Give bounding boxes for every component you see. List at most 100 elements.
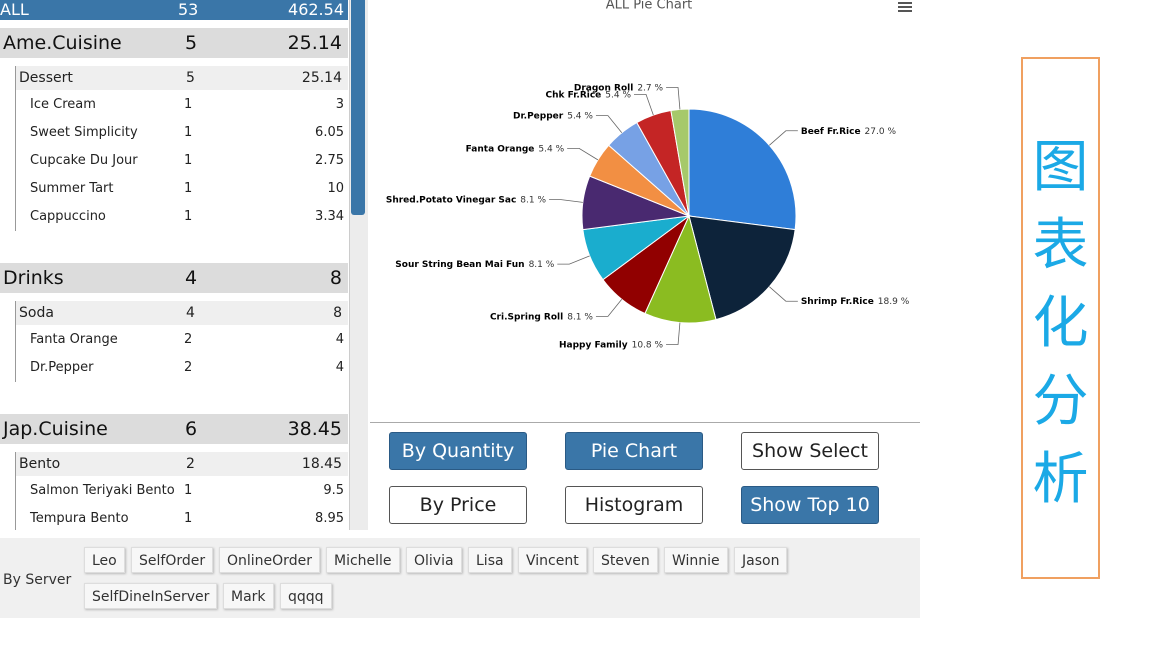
connector: [769, 130, 798, 146]
subgroup-qty: 4: [186, 305, 195, 321]
slice-value: 8.1 %: [520, 195, 546, 205]
name-cell: Sweet Simplicity: [30, 125, 138, 140]
item-row[interactable]: Fanta Orange 2 4: [0, 326, 348, 354]
subgroup-row[interactable]: Bento 2 18.45: [15, 452, 348, 476]
slice-value: 5.4 %: [567, 111, 593, 121]
price-cell: 4: [335, 332, 344, 347]
toggle-button[interactable]: Histogram: [565, 486, 703, 524]
name-cell: Cupcake Du Jour: [30, 153, 138, 168]
server-button[interactable]: Olivia: [406, 547, 462, 573]
slice-label: Happy Family 10.8 %: [559, 340, 664, 350]
item-row[interactable]: Cappuccino 1 3.34: [0, 203, 348, 231]
group-qty: 6: [185, 418, 198, 440]
qty-cell: 2: [184, 332, 193, 347]
connector: [567, 147, 599, 161]
group-row[interactable]: Jap.Cuisine 6 38.45: [0, 414, 348, 444]
slice-label: Sour String Bean Mai Fun 8.1 %: [395, 260, 554, 270]
server-button[interactable]: Jason: [734, 547, 788, 573]
group-row[interactable]: Ame.Cuisine 5 25.14: [0, 28, 348, 58]
slice-label: Dr.Pepper 5.4 %: [513, 111, 593, 121]
pie-slice: [644, 214, 717, 324]
toggle-button[interactable]: Show Select: [741, 432, 879, 470]
pie-chart: ALL Pie Chart Beef Fr.Rice 27.0 % Shrimp F…: [386, 0, 912, 350]
item-row[interactable]: Sweet Simplicity 1 6.05: [0, 119, 348, 147]
item-row[interactable]: Dr.Pepper 2 4: [0, 354, 348, 382]
pie-slice: [688, 108, 797, 231]
price-cell: 8.95: [315, 511, 344, 526]
slice-name: Fanta Orange: [466, 144, 535, 154]
server-button[interactable]: SelfDineInServer: [84, 583, 218, 609]
name-cell: Salmon Teriyaki Bento: [30, 483, 175, 498]
server-button[interactable]: Winnie: [664, 547, 728, 573]
slice-name: Happy Family: [559, 340, 628, 350]
slice-name: Shrimp Fr.Rice: [801, 297, 874, 307]
slice-value: 5.4 %: [605, 90, 631, 100]
toggle-button[interactable]: Show Top 10: [741, 486, 879, 524]
subgroup-name: Soda: [19, 305, 54, 321]
server-button[interactable]: SelfOrder: [131, 547, 214, 573]
group-name: Jap.Cuisine: [3, 418, 108, 440]
subgroup-row[interactable]: Dessert 5 25.14: [15, 66, 348, 90]
qty-cell: 1: [184, 209, 193, 224]
server-button[interactable]: Lisa: [468, 547, 512, 573]
server-button[interactable]: Steven: [593, 547, 658, 573]
qty-cell: 2: [184, 360, 193, 375]
item-row[interactable]: Cupcake Du Jour 1 2.75: [0, 147, 348, 175]
server-button[interactable]: Vincent: [518, 547, 587, 573]
side-title: 图表化分析: [1032, 135, 1089, 512]
price-cell: 2.75: [315, 153, 344, 168]
subgroup-row[interactable]: Soda 4 8: [15, 301, 348, 325]
group-name: Ame.Cuisine: [3, 32, 122, 54]
menu-icon[interactable]: [898, 2, 912, 12]
server-button[interactable]: Leo: [84, 547, 125, 573]
group-price: 25.14: [287, 32, 342, 54]
slice-label: Shred.Potato Vinegar Sac 8.1 %: [386, 195, 547, 205]
group-row[interactable]: Drinks 4 8: [0, 263, 348, 293]
slice-name: Chk Fr.Rice: [546, 90, 602, 100]
server-button[interactable]: Michelle: [326, 547, 400, 573]
connector: [666, 87, 681, 110]
chart-title: ALL Pie Chart: [606, 0, 693, 13]
qty-cell: 1: [184, 181, 193, 196]
side-title-box: 图表化分析: [1021, 57, 1100, 579]
item-row[interactable]: Tempura Bento 1 8.95: [0, 505, 348, 530]
toggle-button[interactable]: Pie Chart: [565, 432, 703, 470]
qty-cell: 53: [178, 0, 199, 19]
subgroup-price: 25.14: [301, 70, 342, 86]
group-qty: 5: [185, 32, 198, 54]
header-row[interactable]: ALL 53 462.54: [0, 0, 348, 20]
slice-name: Dr.Pepper: [513, 111, 564, 121]
name-cell: Tempura Bento: [30, 511, 129, 526]
server-button[interactable]: Mark: [223, 583, 274, 609]
subgroup-qty: 5: [186, 70, 195, 86]
item-row[interactable]: Ice Cream 1 3: [0, 91, 348, 119]
price-cell: 4: [335, 360, 344, 375]
toggle-button[interactable]: By Price: [389, 486, 527, 524]
summary-table: ALL 53 462.54 Ame.Cuisine 5 25.14 Dessert 5 25.1…: [0, 0, 348, 530]
slice-value: 10.8 %: [632, 340, 664, 350]
qty-cell: 1: [184, 511, 193, 526]
slice-name: Cri.Spring Roll: [490, 312, 563, 322]
scroll-thumb[interactable]: [351, 0, 365, 215]
name-cell: Fanta Orange: [30, 332, 118, 347]
connector: [595, 298, 623, 317]
toggle-button[interactable]: By Quantity: [389, 432, 527, 470]
server-button[interactable]: qqqq: [280, 583, 332, 609]
tree-line: [15, 66, 16, 231]
item-row[interactable]: Summer Tart 1 10: [0, 175, 348, 203]
qty-cell: 1: [184, 153, 193, 168]
group-price: 8: [329, 267, 342, 289]
item-row[interactable]: Salmon Teriyaki Bento 1 9.5: [0, 477, 348, 505]
price-cell: 462.54: [288, 0, 344, 19]
connector: [634, 93, 654, 116]
server-button[interactable]: OnlineOrder: [219, 547, 320, 573]
name-cell: Summer Tart: [30, 181, 114, 196]
slice-label: Dragon Roll 2.7 %: [574, 83, 664, 93]
group-price: 38.45: [287, 418, 342, 440]
slice-name: Beef Fr.Rice: [801, 126, 861, 136]
tree-line: [15, 301, 16, 382]
price-cell: 3.34: [315, 209, 344, 224]
slice-label: Cri.Spring Roll 8.1 %: [490, 312, 593, 322]
slice-name: Sour String Bean Mai Fun: [395, 260, 524, 270]
